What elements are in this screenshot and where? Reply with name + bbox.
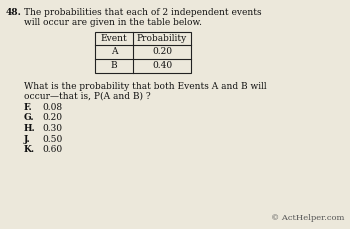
Text: will occur are given in the table below.: will occur are given in the table below. [24, 18, 202, 27]
Text: 48.: 48. [6, 8, 22, 17]
Text: A: A [111, 47, 117, 57]
Text: J.: J. [24, 134, 31, 144]
Bar [95, 32, 191, 73]
Text: © ActHelper.com: © ActHelper.com [271, 214, 344, 222]
Text: 0.20: 0.20 [42, 114, 62, 123]
Text: H.: H. [24, 124, 36, 133]
Text: 0.50: 0.50 [42, 134, 62, 144]
Text: The probabilities that each of 2 independent events: The probabilities that each of 2 indepen… [24, 8, 262, 17]
Text: 0.30: 0.30 [42, 124, 62, 133]
Text: 0.40: 0.40 [152, 62, 172, 71]
Text: 0.08: 0.08 [42, 103, 62, 112]
Text: What is the probability that both Events A and B will: What is the probability that both Events… [24, 82, 267, 91]
Text: Probability: Probability [137, 34, 187, 43]
Text: 0.60: 0.60 [42, 145, 62, 154]
Text: occur—that is, P(A and B) ?: occur—that is, P(A and B) ? [24, 92, 150, 101]
Text: K.: K. [24, 145, 35, 154]
Text: B: B [111, 62, 117, 71]
Text: G.: G. [24, 114, 35, 123]
Text: Event: Event [101, 34, 127, 43]
Text: 0.20: 0.20 [152, 47, 172, 57]
Text: F.: F. [24, 103, 33, 112]
